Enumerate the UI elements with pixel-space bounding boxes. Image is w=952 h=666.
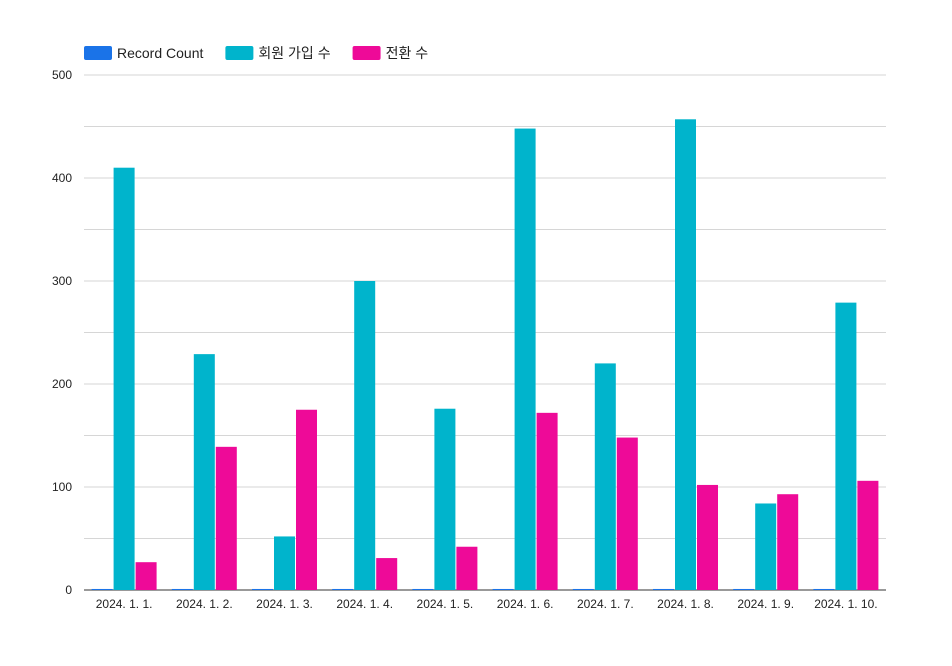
bar-2-2[interactable] (193, 354, 215, 590)
legend-item-2[interactable]: 회원 가입 수 (225, 45, 331, 61)
legend-swatch (352, 46, 381, 60)
x-tick-label: 2024. 1. 3. (256, 597, 313, 611)
bar-3-4[interactable] (376, 558, 398, 590)
bar-2-5[interactable] (434, 408, 456, 590)
bar-3-7[interactable] (616, 437, 638, 590)
bar-3-6[interactable] (536, 412, 558, 590)
bar-3-2[interactable] (215, 446, 237, 590)
bar-1-1[interactable] (91, 588, 113, 590)
y-tick-label: 400 (52, 171, 72, 185)
bar-3-8[interactable] (697, 484, 718, 590)
bar-2-9[interactable] (755, 503, 777, 590)
bar-3-10[interactable] (857, 480, 879, 590)
bar-3-9[interactable] (777, 494, 799, 590)
legend-label: 회원 가입 수 (258, 45, 330, 61)
bar-2-3[interactable] (274, 536, 295, 590)
bar-1-5[interactable] (412, 588, 434, 590)
x-tick-label: 2024. 1. 7. (577, 597, 634, 611)
bar-3-3[interactable] (296, 409, 317, 590)
bar-1-4[interactable] (332, 588, 354, 590)
bar-2-1[interactable] (113, 167, 135, 590)
x-tick-label: 2024. 1. 6. (497, 597, 554, 611)
bar-1-7[interactable] (572, 588, 594, 590)
x-tick-label: 2024. 1. 4. (336, 597, 393, 611)
bar-2-10[interactable] (835, 302, 857, 590)
legend-item-1[interactable]: Record Count (84, 45, 203, 61)
x-tick-label: 2024. 1. 5. (417, 597, 474, 611)
legend-swatch (225, 46, 254, 60)
legend-item-3[interactable]: 전환 수 (352, 45, 429, 61)
bar-2-4[interactable] (354, 281, 376, 590)
bars (91, 119, 879, 590)
bar-1-8[interactable] (653, 588, 674, 590)
y-axis: 0 100 200 300 400 500 (52, 68, 72, 597)
y-tick-label: 300 (52, 274, 72, 288)
x-tick-label: 2024. 1. 9. (737, 597, 794, 611)
legend-swatch (84, 46, 112, 60)
bar-1-10[interactable] (813, 588, 835, 590)
x-axis: 2024. 1. 1. 2024. 1. 2. 2024. 1. 3. 2024. 1… (96, 597, 878, 611)
y-tick-label: 100 (52, 480, 72, 494)
y-tick-label: 200 (52, 377, 72, 391)
bar-1-2[interactable] (171, 588, 193, 590)
y-tick-label: 500 (52, 68, 72, 82)
bar-3-5[interactable] (456, 546, 478, 590)
bar-1-9[interactable] (733, 588, 755, 590)
bar-2-7[interactable] (594, 363, 616, 590)
x-tick-label: 2024. 1. 2. (176, 597, 233, 611)
bar-2-8[interactable] (675, 119, 696, 590)
legend-label: Record Count (117, 45, 203, 61)
bar-2-6[interactable] (514, 128, 536, 590)
legend: Record Count 회원 가입 수 전환 수 (84, 45, 428, 61)
x-tick-label: 2024. 1. 10. (814, 597, 877, 611)
legend-label: 전환 수 (386, 45, 429, 61)
y-tick-label: 0 (65, 583, 72, 597)
x-tick-label: 2024. 1. 8. (657, 597, 714, 611)
bar-1-6[interactable] (492, 588, 514, 590)
bar-1-3[interactable] (252, 588, 273, 590)
x-tick-label: 2024. 1. 1. (96, 597, 153, 611)
bar-3-1[interactable] (135, 562, 157, 590)
